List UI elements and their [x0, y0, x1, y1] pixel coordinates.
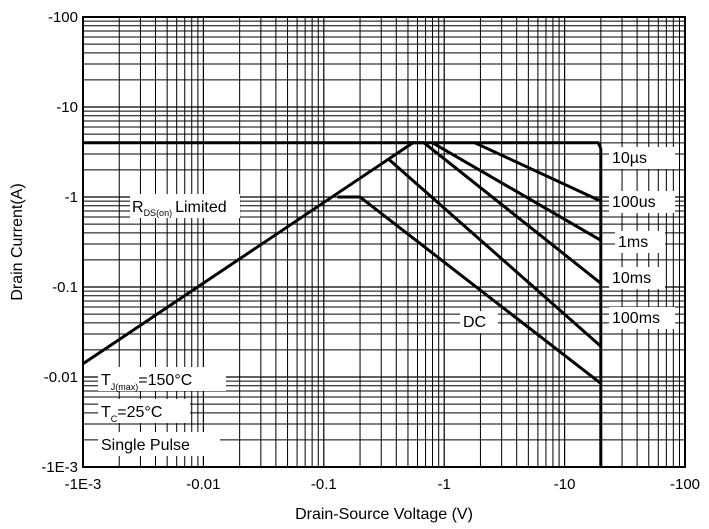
series-label-100us: 100us — [612, 194, 656, 211]
y-tick-label: -10 — [56, 99, 78, 116]
series-line-10-s — [83, 141, 603, 149]
rds-limited-label: RDS(on) Limited — [132, 199, 227, 218]
x-tick-labels: -1E-3 -0.01 -0.1 -1 -10 -100 — [65, 476, 700, 493]
soa-curves — [82, 141, 603, 467]
series-line-100ms — [388, 158, 602, 348]
x-tick-label: -1 — [438, 476, 451, 493]
x-axis-title: Drain-Source Voltage (V) — [295, 506, 473, 523]
x-tick-label: -0.1 — [311, 476, 337, 493]
y-tick-label: -0.01 — [44, 369, 78, 386]
tc-label-bg — [98, 399, 190, 423]
y-tick-label: -100 — [48, 9, 78, 26]
series-label-dc: DC — [463, 314, 486, 331]
y-axis-title: Drain Current(A) — [9, 183, 26, 300]
series-line-10ms — [408, 141, 602, 285]
series-label-10-s: 10µs — [612, 150, 647, 167]
x-tick-label: -0.01 — [186, 476, 220, 493]
y-tick-labels: -100 -10 -1 -0.1 -0.01 -1E-3 — [41, 9, 78, 476]
y-tick-label: -1 — [65, 189, 78, 206]
plot-frame — [82, 16, 686, 468]
tc-label: TC=25°C — [101, 404, 162, 424]
series-label-bg — [609, 147, 675, 169]
single-pulse-label: Single Pulse — [101, 437, 190, 454]
series-label-bg — [615, 231, 665, 253]
series-label-100ms: 100ms — [612, 310, 660, 327]
series-line-100us — [474, 141, 602, 203]
series-label-bg — [609, 191, 675, 213]
series-labels: 10µs 100us 1ms 10ms 100ms DC — [460, 147, 675, 333]
x-tick-label: -1E-3 — [65, 476, 102, 493]
y-tick-label: -0.1 — [52, 279, 78, 296]
rds-limited-label-bg — [130, 194, 240, 218]
y-tick-label: -1E-3 — [41, 459, 78, 476]
tj-label-bg — [98, 367, 226, 391]
series-label-bg — [609, 267, 665, 289]
single-pulse-label-bg — [98, 432, 220, 456]
series-label-10ms: 10ms — [612, 270, 651, 287]
x-tick-label: -10 — [554, 476, 576, 493]
series-line-rds-limit — [82, 141, 414, 366]
tj-max-label: TJ(max)=150°C — [101, 372, 192, 392]
series-line-dc — [337, 195, 602, 385]
series-label-bg — [609, 307, 675, 329]
series-label-bg — [460, 311, 498, 333]
x-tick-label: -100 — [670, 476, 700, 493]
series-label-1ms: 1ms — [618, 234, 648, 251]
series-line-1ms — [431, 141, 602, 242]
